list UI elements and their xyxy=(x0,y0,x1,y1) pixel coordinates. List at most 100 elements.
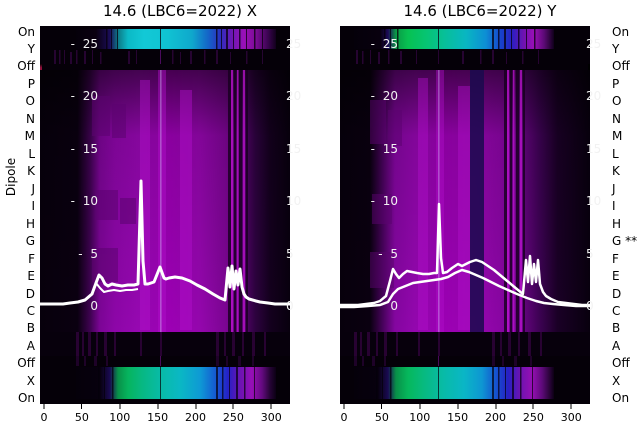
xtick-y-50: 50 xyxy=(375,404,389,423)
xtick-y-150: 150 xyxy=(447,404,468,423)
category-label-right-14: E xyxy=(612,269,620,284)
xtick-label: 100 xyxy=(409,411,431,424)
category-label-left-8: K xyxy=(27,164,35,179)
colorbar-band-bottom-x xyxy=(40,356,290,404)
band-bottom-x-graphic xyxy=(40,356,290,404)
category-label-right-8: K xyxy=(612,164,620,179)
category-label-right-0: On xyxy=(612,24,630,39)
waveform-trace-x xyxy=(40,179,290,306)
xtick-mark xyxy=(381,404,383,409)
category-label-left-14: E xyxy=(27,269,35,284)
category-label-left-18: A xyxy=(26,338,35,353)
xtick-mark xyxy=(81,404,83,409)
category-label-left-13: F xyxy=(28,251,35,266)
category-label-left-11: H xyxy=(25,216,35,231)
outer-ytick-labels-x: 25 20 15 10 5 0 xyxy=(286,26,332,404)
category-axis-left: On Y Off P O N M L K J I H G F E D C B A Off X On xyxy=(0,24,38,406)
category-label-left-2: Off xyxy=(17,59,35,74)
category-label-right-19: Off xyxy=(612,356,630,371)
category-label-right-1: Y xyxy=(612,41,620,56)
xtick-x-150: 150 xyxy=(147,404,168,423)
band-top-x-graphic xyxy=(40,26,290,64)
category-label-right-7: L xyxy=(612,146,619,161)
category-label-right-2: Off xyxy=(612,59,630,74)
category-label-left-0: On xyxy=(17,24,35,39)
xtick-label: 200 xyxy=(485,411,506,424)
category-label-right-21: On xyxy=(612,391,630,406)
xtick-label: 250 xyxy=(222,411,244,424)
xtick-y-250: 250 xyxy=(523,404,544,423)
colorbar-band-bottom-y xyxy=(340,356,590,404)
heatmap-main-x xyxy=(40,70,290,332)
category-label-left-7: L xyxy=(28,146,35,161)
noise-lower-x-graphic xyxy=(40,332,290,356)
category-label-left-12: G xyxy=(25,234,35,249)
heatmap-panel-y[interactable] xyxy=(340,26,590,404)
xtick-x-200: 200 xyxy=(185,404,206,423)
category-label-left-16: C xyxy=(26,304,35,318)
xtick-label: 300 xyxy=(260,411,282,424)
heatmap-main-y xyxy=(340,70,590,332)
waveform-trace-y xyxy=(340,202,590,309)
xtick-y-200: 200 xyxy=(485,404,506,423)
category-label-right-6: M xyxy=(612,129,623,144)
xtick-mark xyxy=(532,404,534,409)
category-label-right-4: O xyxy=(612,94,622,109)
category-label-right-16: C xyxy=(612,304,621,318)
colorbar-band-top-x xyxy=(40,26,290,64)
xtick-y-300: 300 xyxy=(561,404,582,423)
xtick-y-0: 0 xyxy=(341,404,348,423)
xtick-mark xyxy=(232,404,234,409)
xtick-label: 250 xyxy=(522,411,544,424)
category-label-right-20: X xyxy=(612,373,621,388)
category-label-left-5: N xyxy=(26,111,35,126)
xtick-mark xyxy=(343,404,345,409)
category-label-left-10: I xyxy=(31,199,35,214)
category-label-right-12: G ** xyxy=(612,234,638,249)
heatmap-main-y-graphic xyxy=(340,70,590,332)
xtick-y-100: 100 xyxy=(409,404,430,423)
category-label-left-9: J xyxy=(31,181,35,196)
heatmap-panel-x[interactable] xyxy=(40,26,290,404)
x-axis-panel-y: 0 50 100 150 200 250 300 xyxy=(340,404,590,438)
xtick-mark xyxy=(43,404,45,409)
xtick-x-100: 100 xyxy=(109,404,130,423)
xtick-mark xyxy=(419,404,421,409)
category-label-left-15: D xyxy=(25,286,35,301)
category-label-left-3: P xyxy=(27,76,35,91)
category-label-left-17: B xyxy=(26,321,35,336)
xtick-label: 0 xyxy=(340,411,348,424)
xtick-x-300: 300 xyxy=(261,404,282,423)
xtick-label: 150 xyxy=(147,411,169,424)
xtick-mark xyxy=(119,404,121,409)
xtick-mark xyxy=(495,404,496,409)
noise-strip-lower-x xyxy=(40,332,290,356)
xtick-label: 150 xyxy=(447,411,469,424)
xtick-label: 300 xyxy=(560,411,582,424)
category-label-right-5: N xyxy=(612,111,621,126)
x-axis-panel-x: 0 50 100 150 200 250 300 xyxy=(40,404,290,438)
band-top-y-graphic xyxy=(340,26,590,64)
colorbar-band-top-y xyxy=(340,26,590,64)
band-bottom-y-graphic xyxy=(340,356,590,404)
panel-title-x: 14.6 (LBC6=2022) X xyxy=(102,2,258,20)
category-label-left-20: X xyxy=(26,373,35,388)
heatmap-main-x-graphic xyxy=(40,70,290,332)
xtick-mark xyxy=(195,404,196,409)
category-label-right-10: I xyxy=(612,199,616,214)
category-label-right-17: B xyxy=(612,321,621,336)
xtick-x-250: 250 xyxy=(223,404,244,423)
panel-title-y: 14.6 (LBC6=2022) Y xyxy=(403,2,557,20)
category-label-right-15: D xyxy=(612,286,622,301)
category-label-left-6: M xyxy=(24,129,35,144)
noise-lower-y-graphic xyxy=(340,332,590,356)
category-label-left-19: Off xyxy=(17,356,35,371)
category-label-left-21: On xyxy=(17,391,35,406)
xtick-label: 200 xyxy=(185,411,206,424)
xtick-label: 50 xyxy=(74,411,89,424)
category-label-left-4: O xyxy=(25,94,35,109)
category-label-right-18: A xyxy=(612,338,621,353)
category-label-right-11: H xyxy=(612,216,622,231)
category-label-left-1: Y xyxy=(27,41,35,56)
